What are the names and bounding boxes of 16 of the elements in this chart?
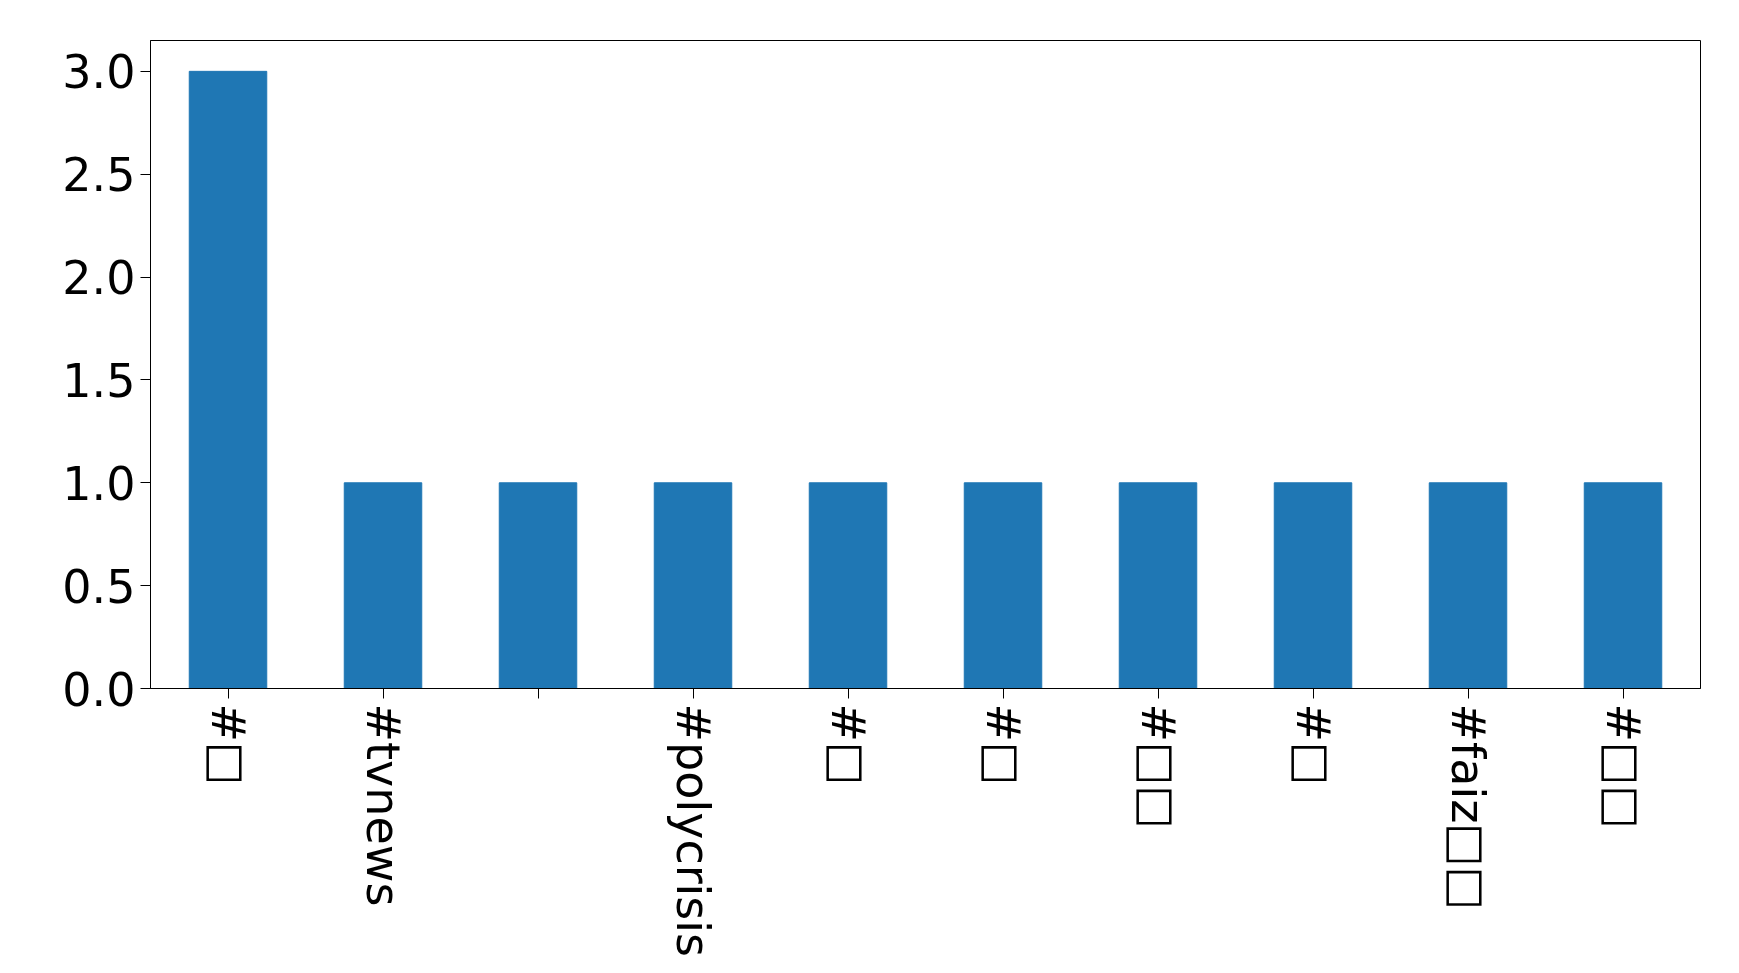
y-tick-label: 2.5 — [62, 148, 136, 203]
y-tick-label: 0.5 — [62, 559, 136, 614]
x-tick-label: #□ — [976, 703, 1030, 786]
x-tick-label: #□ — [1286, 703, 1340, 786]
y-tick-label: 0.0 — [62, 662, 136, 717]
y-tick-label: 1.0 — [62, 456, 136, 511]
x-tick-label: #□□ — [1131, 703, 1185, 829]
y-tick-label: 3.0 — [62, 45, 136, 100]
y-tick-label: 2.0 — [62, 251, 136, 306]
x-tick-label: #faiz□□ — [1441, 703, 1495, 911]
x-tick-label: #□ — [821, 703, 875, 786]
y-tick-label: 1.5 — [62, 353, 136, 408]
x-tick-label: #tvnews — [356, 703, 410, 907]
x-tick-label: #□□ — [1596, 703, 1650, 829]
x-tick-label: #polycrisis — [666, 703, 720, 958]
x-tick-label: #□ — [201, 703, 255, 786]
